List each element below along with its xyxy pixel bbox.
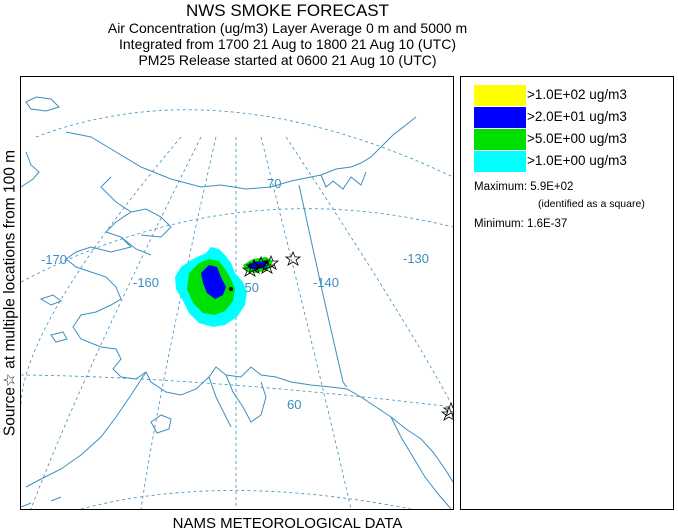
bering-coast-north [130,208,172,238]
minimum-value: 1.6E-37 [527,218,568,230]
meteorological-data-label: NAMS METEOROLOGICAL DATA [172,515,403,532]
source-star [284,250,302,266]
meridian-180 [21,136,182,408]
maximum-stat: Maximum: 5.9E+02 [474,181,573,193]
legend-swatch-green [474,129,526,150]
integration-period: Integrated from 1700 21 Aug to 1800 21 A… [119,36,456,52]
meridian-130 [285,136,453,408]
source-star [241,261,259,277]
legend-label: >1.0E+00 ug/m3 [527,153,627,168]
legend-label: >5.0E+00 ug/m3 [527,131,627,146]
source-star [258,258,276,274]
lat-label-70: 70 [267,176,281,191]
latitude-line-70 [35,109,453,178]
map-panel[interactable]: -170 -160 -150 -140 -130 70 60 [20,76,454,510]
cook-inlet [208,376,232,428]
lon-label-130: -130 [403,251,429,266]
longitude-gridlines [21,136,453,509]
source-star [440,405,453,421]
legend-swatch-yellow [474,85,526,106]
fire-source-markers [241,250,453,421]
legend-label: >2.0E+01 ug/m3 [527,109,627,124]
latitude-line-55 [80,490,412,509]
maximum-label: Maximum: [474,181,528,193]
lat-label-60: 60 [287,397,301,412]
yukon-river-area [120,236,152,256]
meridian-140 [260,136,352,509]
minimum-stat: Minimum: 1.6E-37 [474,218,567,230]
alaska-west-coast [65,176,453,483]
aleutian-islands [21,478,62,508]
southeast-alaska [390,416,452,509]
meridian-160 [140,136,217,509]
title-block: NWS SMOKE FORECAST Air Concentration (ug… [20,0,555,68]
release-time: PM25 Release started at 0600 21 Aug 10 (… [138,52,437,68]
maximum-note: (identified as a square) [538,198,645,210]
source-star [442,401,453,417]
legend-label: >1.0E+02 ug/m3 [527,87,627,102]
lon-label-170: -170 [41,252,67,267]
st-lawrence-island [39,294,63,306]
source-side-text: Source☆ at multiple locations from 100 m [1,149,19,437]
legend-swatch-blue [474,107,526,128]
nunivak-island [50,331,68,343]
canada-arctic-coast [320,171,367,190]
legend-swatch-cyan [474,151,526,172]
smoke-map[interactable]: -170 -160 -150 -140 -130 70 60 [21,77,453,509]
latitude-gridlines [21,109,453,509]
kenai-peninsula [225,374,267,423]
maximum-value: 5.9E+02 [530,181,574,193]
kodiak-island [150,414,172,434]
plume-contour-blue [201,265,226,299]
lon-label-140: -140 [313,275,339,290]
lon-label-160: -160 [133,275,159,290]
source-side-label: Source☆ at multiple locations from 100 m [0,75,20,511]
alaska-peninsula [40,371,147,480]
wrangel-island [25,96,60,112]
minimum-label: Minimum: [474,218,524,230]
alaska-north-coast [65,116,417,190]
alaska-canada-border [298,184,348,388]
chukotka-coast [21,151,40,188]
latitude-line-65 [21,208,453,283]
meridian-170 [30,136,202,509]
latitude-line-60 [21,374,453,408]
concentration-subtitle: Air Concentration (ug/m3) Layer Average … [107,20,468,36]
coastlines [21,96,453,509]
forecast-title: NWS SMOKE FORECAST [185,1,390,20]
legend-panel: >1.0E+02 ug/m3 >2.0E+01 ug/m3 >5.0E+00 u… [460,76,674,510]
source-star [262,254,280,270]
plume-peak-dot [229,287,233,291]
